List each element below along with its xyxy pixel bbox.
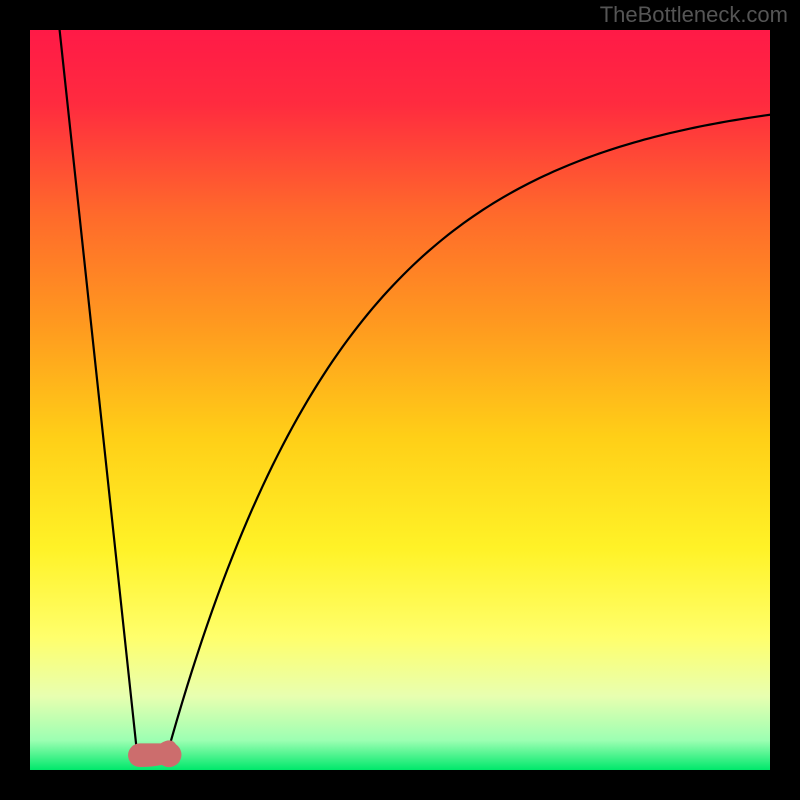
chart-outer: TheBottleneck.com <box>0 0 800 800</box>
plot-area <box>30 30 770 770</box>
chart-svg <box>30 30 770 770</box>
bottleneck-marker <box>128 740 181 767</box>
gradient-background <box>30 30 770 770</box>
watermark-text: TheBottleneck.com <box>600 2 788 28</box>
